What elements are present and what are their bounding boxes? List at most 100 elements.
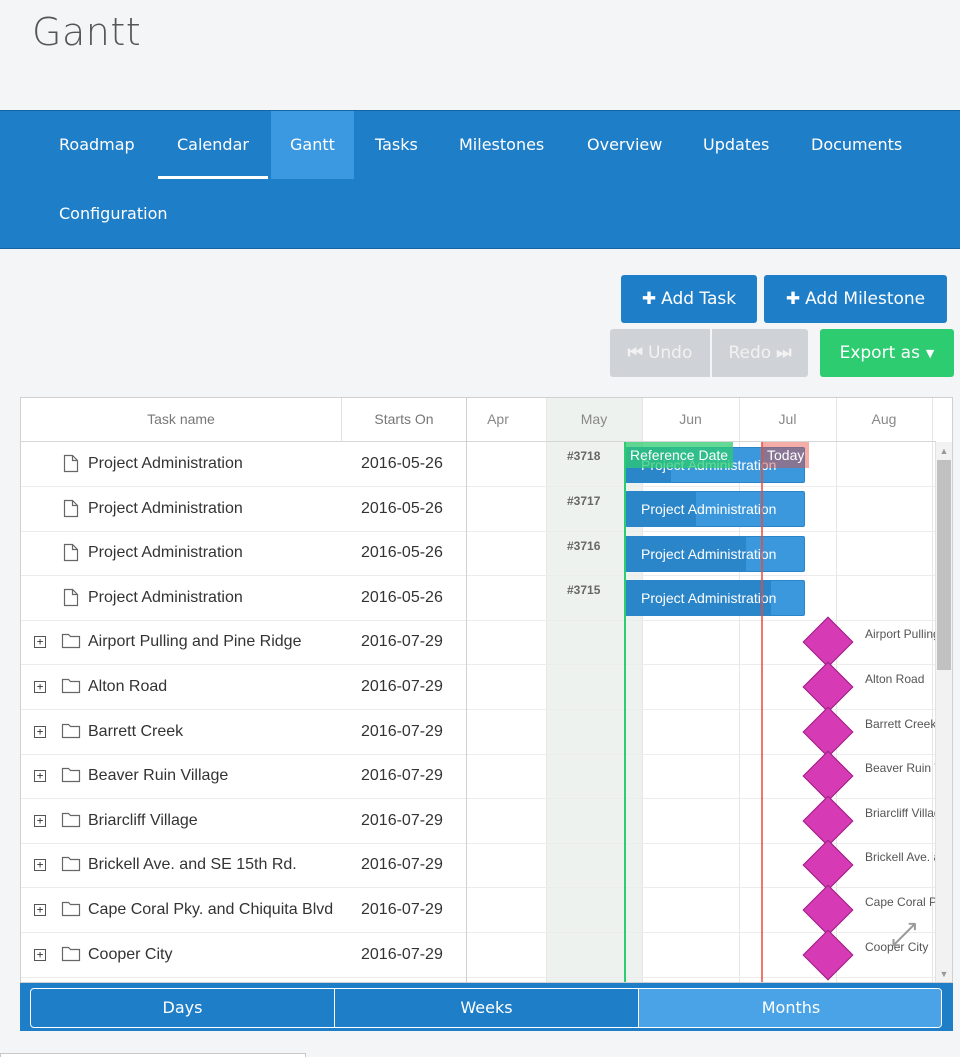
task-name-cell: Briarcliff Village xyxy=(88,812,198,829)
month-may: May xyxy=(580,411,608,427)
scale-separator xyxy=(334,989,335,1027)
task-name-cell: Project Administration xyxy=(88,500,243,517)
redo-label: Redo xyxy=(728,343,772,363)
milestone-diamond[interactable] xyxy=(802,839,854,891)
add-milestone-label: Add Milestone xyxy=(805,289,926,309)
table-row[interactable]: Project Administration 2016-05-26 xyxy=(21,442,466,487)
task-name-cell: Project Administration xyxy=(88,455,243,472)
start-date-cell: 2016-07-29 xyxy=(361,946,443,963)
expand-icon[interactable]: + xyxy=(34,815,46,827)
timeline-row-line xyxy=(467,486,936,487)
expand-icon[interactable]: + xyxy=(34,904,46,916)
folder-icon xyxy=(61,766,81,788)
task-bar[interactable]: Project Administration xyxy=(625,580,805,616)
milestone-diamond[interactable] xyxy=(802,750,854,802)
scale-months-button[interactable]: Months xyxy=(639,989,941,1027)
task-bar[interactable]: Project Administration xyxy=(625,536,805,572)
table-row[interactable]: + Barrett Creek 2016-07-29 xyxy=(21,710,466,755)
reference-date-line xyxy=(624,442,626,982)
table-row[interactable]: + Alton Road 2016-07-29 xyxy=(21,665,466,710)
timeline-row-line xyxy=(467,620,936,621)
task-id: #3716 xyxy=(567,539,601,553)
month-aug: Aug xyxy=(871,411,897,427)
expand-icon[interactable]: + xyxy=(34,636,46,648)
scroll-down-icon[interactable]: ▼ xyxy=(939,969,949,979)
task-name-cell: Project Administration xyxy=(88,544,243,561)
table-row[interactable]: + Cooper City 2016-07-29 xyxy=(21,933,466,978)
tab-configuration[interactable]: Configuration xyxy=(59,204,168,223)
expand-icon[interactable]: + xyxy=(34,681,46,693)
start-date-cell: 2016-05-26 xyxy=(361,589,443,606)
scale-weeks-button[interactable]: Weeks xyxy=(460,998,513,1017)
task-name-cell: Brickell Ave. and SE 15th Rd. xyxy=(88,856,297,873)
start-date-cell: 2016-07-29 xyxy=(361,723,443,740)
undo-label: Undo xyxy=(647,343,693,363)
folder-icon xyxy=(61,632,81,654)
milestone-label: Barrett Creek xyxy=(865,717,935,731)
timeline-row-line xyxy=(467,843,936,844)
tab-overview[interactable]: Overview xyxy=(587,135,663,154)
folder-icon xyxy=(61,945,81,967)
scroll-up-icon[interactable]: ▲ xyxy=(939,446,949,456)
task-bar[interactable]: Project Administration xyxy=(625,491,805,527)
tab-roadmap[interactable]: Roadmap xyxy=(59,135,135,154)
timeline-row-line xyxy=(467,754,936,755)
task-name-cell: Airport Pulling and Pine Ridge xyxy=(88,633,302,650)
table-row[interactable]: + Briarcliff Village 2016-07-29 xyxy=(21,799,466,844)
expand-icon[interactable]: + xyxy=(34,726,46,738)
start-date-cell: 2016-05-26 xyxy=(361,455,443,472)
expand-icon[interactable]: + xyxy=(34,859,46,871)
start-date-cell: 2016-07-29 xyxy=(361,633,443,650)
timeline-row-line xyxy=(467,798,936,799)
scale-days-button[interactable]: Days xyxy=(162,998,203,1017)
task-name-cell: Cape Coral Pky. and Chiquita Blvd xyxy=(88,901,334,918)
task-name-cell: Beaver Ruin Village xyxy=(88,767,229,784)
add-milestone-button[interactable]: ✚ Add Milestone xyxy=(764,275,947,323)
start-date-cell: 2016-07-29 xyxy=(361,678,443,695)
skip-back-icon: ⏮ xyxy=(627,343,643,363)
export-button[interactable]: Export as ▼ xyxy=(820,329,954,377)
tab-tasks[interactable]: Tasks xyxy=(375,135,418,154)
tab-calendar[interactable]: Calendar xyxy=(158,111,268,179)
tab-documents[interactable]: Documents xyxy=(811,135,903,154)
milestone-diamond[interactable] xyxy=(802,616,854,668)
gantt-chart: Task name Starts On Project Administrati… xyxy=(20,397,953,983)
col-starts-on[interactable]: Starts On xyxy=(341,398,466,442)
folder-icon xyxy=(61,722,81,744)
scrollbar-thumb[interactable] xyxy=(937,460,951,670)
table-row[interactable]: Project Administration 2016-05-26 xyxy=(21,531,466,576)
add-task-button[interactable]: ✚ Add Task xyxy=(621,275,757,323)
timeline-row-line xyxy=(467,664,936,665)
task-name-cell: Barrett Creek xyxy=(88,723,184,740)
undo-button[interactable]: ⏮ Undo xyxy=(610,329,710,377)
expand-icon[interactable]: + xyxy=(34,949,46,961)
table-row[interactable]: + Brickell Ave. and SE 15th Rd. 2016-07-29 xyxy=(21,843,466,888)
tab-milestones[interactable]: Milestones xyxy=(459,135,545,154)
milestone-diamond[interactable] xyxy=(802,929,854,981)
col-task-name[interactable]: Task name xyxy=(147,411,215,427)
tab-updates[interactable]: Updates xyxy=(703,135,770,154)
table-row[interactable]: Project Administration 2016-05-26 xyxy=(21,576,466,621)
expand-icon[interactable]: + xyxy=(34,770,46,782)
start-date-cell: 2016-07-29 xyxy=(361,856,443,873)
milestone-label: Cooper City xyxy=(865,940,929,954)
redo-button[interactable]: Redo ⏭ xyxy=(712,329,808,377)
milestone-diamond[interactable] xyxy=(802,661,854,713)
tab-gantt[interactable]: Gantt xyxy=(271,111,354,179)
skip-forward-icon: ⏭ xyxy=(776,343,792,363)
task-name-cell: Alton Road xyxy=(88,678,168,695)
grid-divider[interactable] xyxy=(466,398,467,982)
task-name-cell: Project Administration xyxy=(88,589,243,606)
milestone-diamond[interactable] xyxy=(802,884,854,936)
bottom-input-edge xyxy=(0,1053,306,1057)
table-row[interactable]: + Airport Pulling and Pine Ridge 2016-07-2… xyxy=(21,620,466,665)
timeline-row-line xyxy=(467,575,936,576)
table-row[interactable]: + Cape Coral Pky. and Chiquita Blvd 2016-0… xyxy=(21,888,466,933)
export-label: Export as xyxy=(839,343,920,363)
task-progress xyxy=(626,581,771,615)
timeline-row-line xyxy=(467,932,936,933)
table-row[interactable]: + Beaver Ruin Village 2016-07-29 xyxy=(21,754,466,799)
milestone-label: Cape Coral Pky. and Chiquita Blvd xyxy=(865,895,935,909)
table-row[interactable]: Project Administration 2016-05-26 xyxy=(21,487,466,532)
reference-date-marker: Reference Date xyxy=(625,442,734,468)
